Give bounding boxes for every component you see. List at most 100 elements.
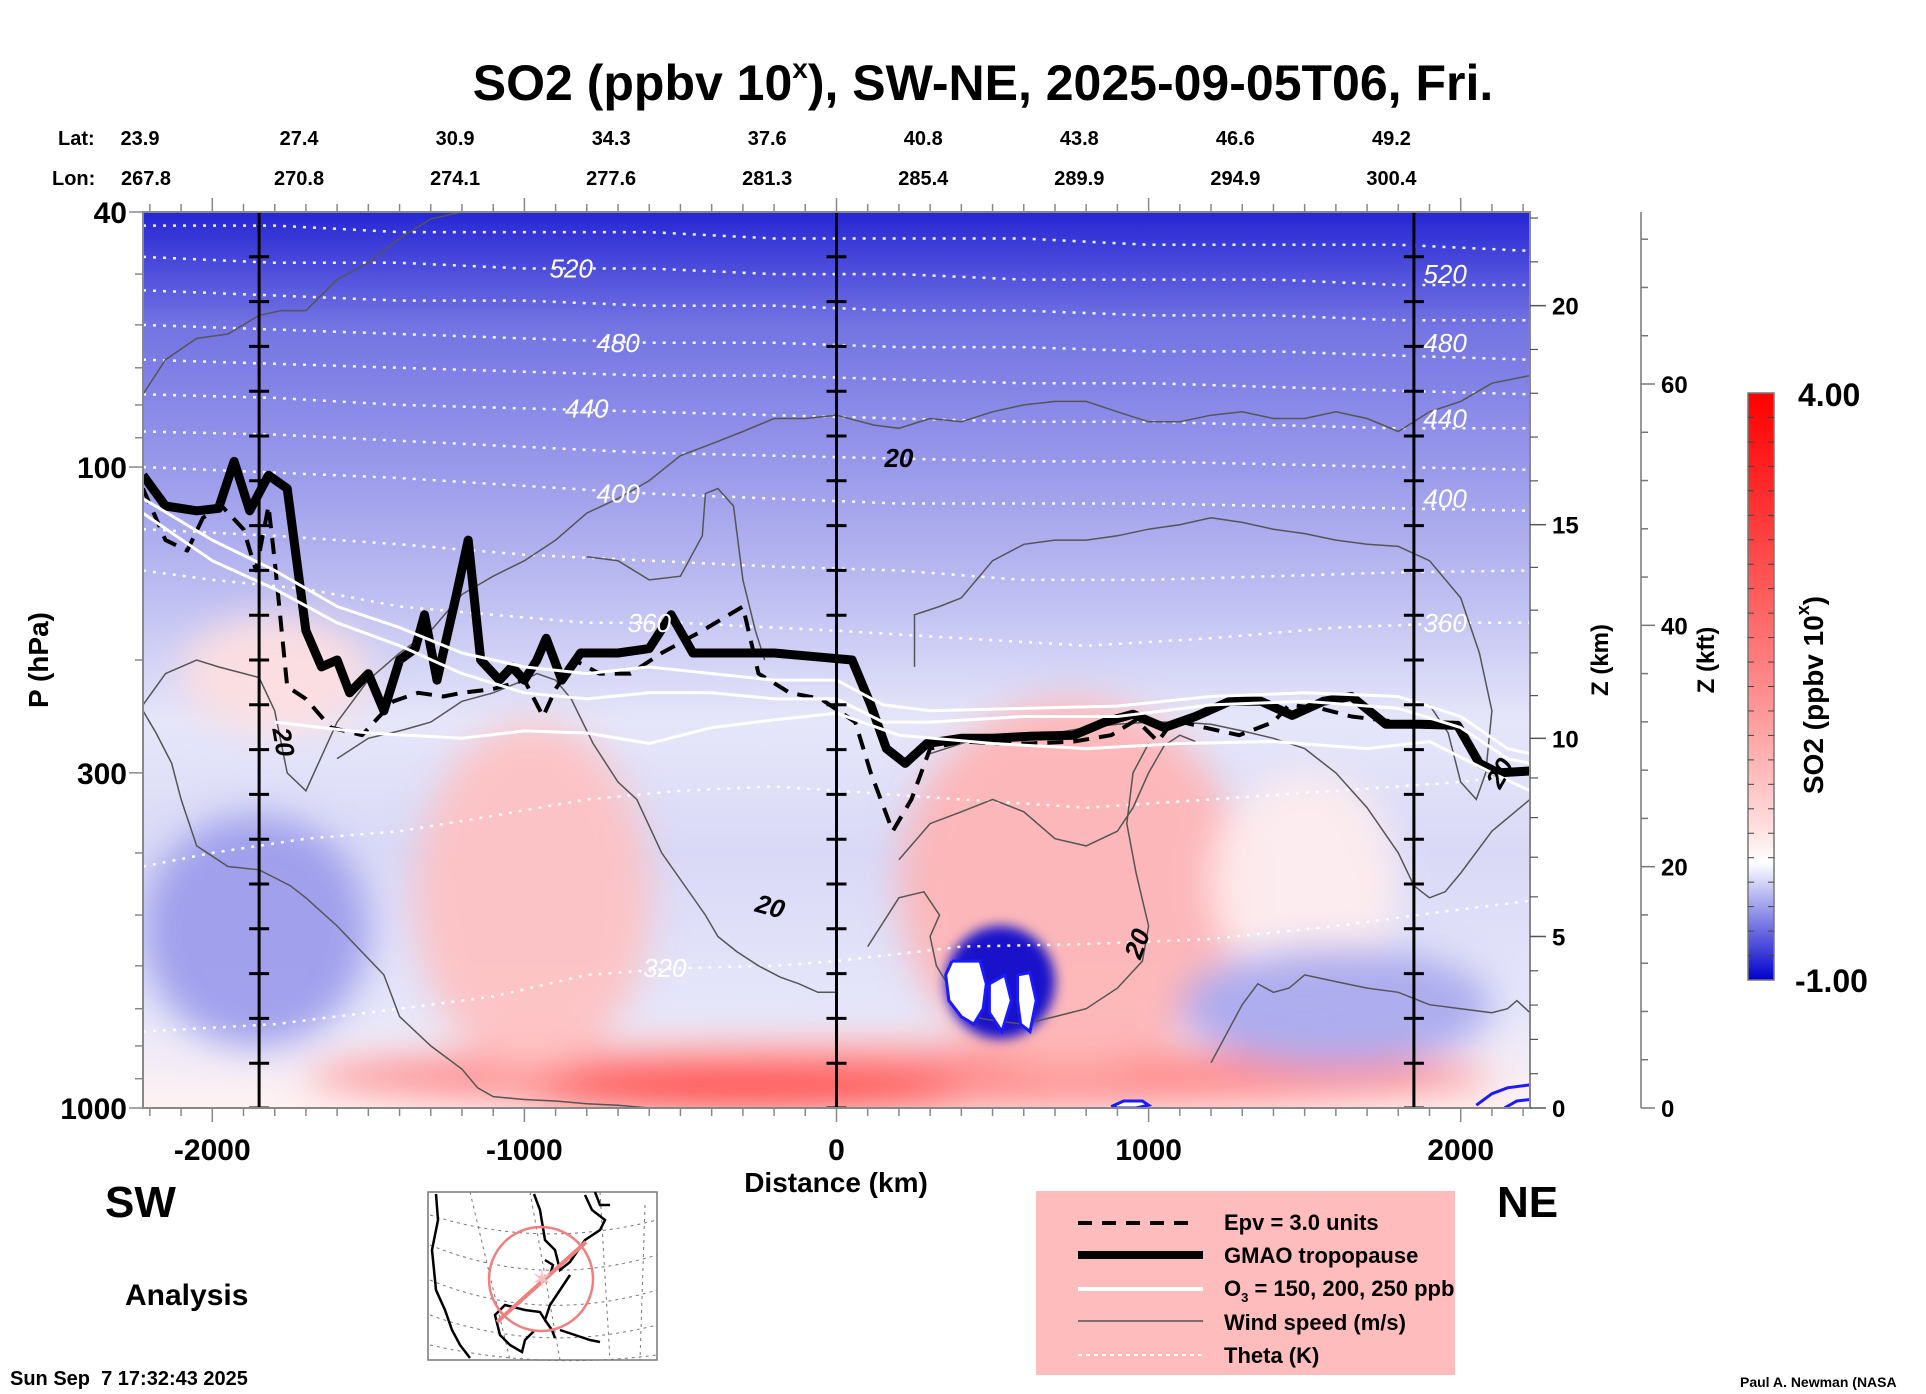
field-blob-upper-trop-pink-left: [181, 614, 369, 734]
so2-low-contour-right: [1475, 1083, 1530, 1107]
x-tick-label: -2000: [174, 1134, 251, 1167]
so2-low-contour-surface: [1110, 1099, 1153, 1108]
field-blob-blue-left-low: [143, 815, 369, 1046]
analysis-label: Analysis: [125, 1279, 248, 1312]
map-center-marker: ✶: [531, 1264, 553, 1294]
wind-contour: [336, 672, 837, 994]
theta-contour-500: [143, 289, 1530, 322]
wind-contour: [1210, 974, 1530, 1064]
lat-value: 43.8: [1060, 128, 1099, 150]
theta-label-right-520: 520: [1423, 259, 1467, 289]
theta-contour-540: [143, 224, 1530, 253]
theta-label-right-360: 360: [1423, 608, 1467, 638]
lat-lon-header: Lat: Lon: 23.9 267.8 27.4 270.8 30.9 274.1 34.…: [52, 128, 1417, 190]
z-kft-axis: 0 20 40 60: [1640, 212, 1688, 1123]
tropopause-series: [143, 456, 1530, 834]
series-gmao-tropopause: [143, 456, 1530, 778]
x-tick-label: -1000: [486, 1134, 563, 1167]
lon-value: 294.9: [1210, 168, 1260, 190]
lon-value: 285.4: [898, 168, 949, 190]
theta-contour-440: [143, 393, 1530, 430]
y-axis-label: P (hPa): [23, 612, 54, 708]
x-tick-label: 1000: [1115, 1134, 1182, 1167]
y-axis: 40 100 300 1000: [60, 197, 143, 1126]
theta-label-right-480: 480: [1423, 328, 1467, 358]
wind-contour: [143, 212, 463, 395]
z-kft-tick-label: 0: [1661, 1096, 1674, 1123]
lat-value: 49.2: [1372, 128, 1411, 150]
theta-label-320: 320: [643, 953, 687, 983]
direction-sw-label: SW: [105, 1178, 176, 1227]
theta-label-360: 360: [628, 608, 672, 638]
z-km-tick-label: 0: [1552, 1096, 1565, 1123]
legend-label-ozone: O3 = 150, 200, 250 ppb: [1224, 1276, 1454, 1305]
y-tick-label: 300: [77, 758, 127, 791]
lat-row-label: Lat:: [58, 128, 95, 150]
wind-contour: [143, 374, 1530, 793]
x-tick-label: 0: [828, 1134, 845, 1167]
lon-value: 274.1: [430, 168, 480, 190]
theta-contour-380: [143, 527, 1530, 582]
z-kft-axis-label: Z (kft): [1693, 627, 1720, 694]
theta-label-right-400: 400: [1423, 484, 1467, 514]
legend: Epv = 3.0 units GMAO tropopause O3 = 150…: [1036, 1191, 1455, 1375]
wind-contour: [586, 487, 766, 661]
so2-low-contours: [944, 959, 1530, 1108]
inset-locator-map: ✶: [427, 1191, 658, 1362]
map-range-circle: [487, 1225, 595, 1333]
theta-contours: [143, 224, 1530, 1033]
colorbar-min-label: -1.00: [1795, 963, 1868, 999]
so2-low-contour-right-2: [1503, 1098, 1530, 1108]
y-tick-label: 40: [94, 197, 127, 230]
theta-label-right-440: 440: [1423, 404, 1467, 434]
legend-label-tropopause: GMAO tropopause: [1224, 1243, 1418, 1268]
lon-value: 277.6: [586, 168, 636, 190]
wind-speed-label: 20: [266, 724, 301, 759]
series-epv-3-0-units: [143, 487, 1421, 834]
wind-contour: [913, 517, 1493, 801]
theta-contour-520: [143, 255, 1530, 287]
lat-value: 27.4: [280, 128, 320, 150]
series-o3-150-ppb: [143, 511, 1530, 765]
theta-label-520: 520: [550, 253, 594, 283]
map-transect-line: [495, 1240, 588, 1324]
lon-row-label: Lon:: [52, 168, 95, 190]
theta-contour-480: [143, 323, 1530, 361]
x-axis: -2000 -1000 0 1000 2000: [149, 198, 1524, 1167]
legend-label-theta: Theta (K): [1224, 1343, 1319, 1368]
theta-contour-400: [143, 465, 1530, 513]
so2-low-contour-center: [944, 959, 988, 1027]
z-km-tick-label: 20: [1552, 294, 1579, 321]
z-km-tick-label: 10: [1552, 726, 1579, 753]
lon-value: 270.8: [274, 168, 324, 190]
y-tick-label: 100: [77, 452, 127, 485]
timestamp: Sun Sep 7 17:32:43 2025: [10, 1368, 248, 1390]
lon-value: 300.4: [1366, 168, 1417, 190]
lon-value: 289.9: [1054, 168, 1104, 190]
x-tick-label: 2000: [1427, 1134, 1494, 1167]
legend-label-wind: Wind speed (m/s): [1224, 1310, 1406, 1335]
wind-speed-label: 20: [883, 443, 913, 473]
theta-label-480: 480: [596, 328, 640, 358]
y-tick-label: 1000: [60, 1093, 127, 1126]
vertical-markers: [249, 212, 1424, 1108]
colorbar: 4.00 -1.00 SO2 (ppbv 10x): [1747, 377, 1868, 999]
theta-label-400: 400: [596, 479, 640, 509]
lat-value: 30.9: [436, 128, 475, 150]
x-axis-label: Distance (km): [744, 1167, 928, 1198]
series-o3-250-ppb: [274, 711, 1530, 793]
lat-value: 40.8: [904, 128, 943, 150]
field-blob-boundary-layer-core: [524, 1072, 962, 1108]
series-o3-200-ppb: [143, 497, 1530, 756]
theta-contour-460: [143, 358, 1530, 396]
z-km-tick-label: 15: [1552, 513, 1579, 540]
legend-label-epv: Epv = 3.0 units: [1224, 1210, 1379, 1235]
theta-contour-420: [143, 430, 1530, 472]
so2-low-contour-center-2: [987, 972, 1013, 1036]
direction-ne-label: NE: [1497, 1178, 1558, 1227]
colorbar-max-label: 4.00: [1798, 377, 1860, 413]
lat-value: 46.6: [1216, 128, 1255, 150]
z-km-tick-label: 5: [1552, 924, 1565, 951]
